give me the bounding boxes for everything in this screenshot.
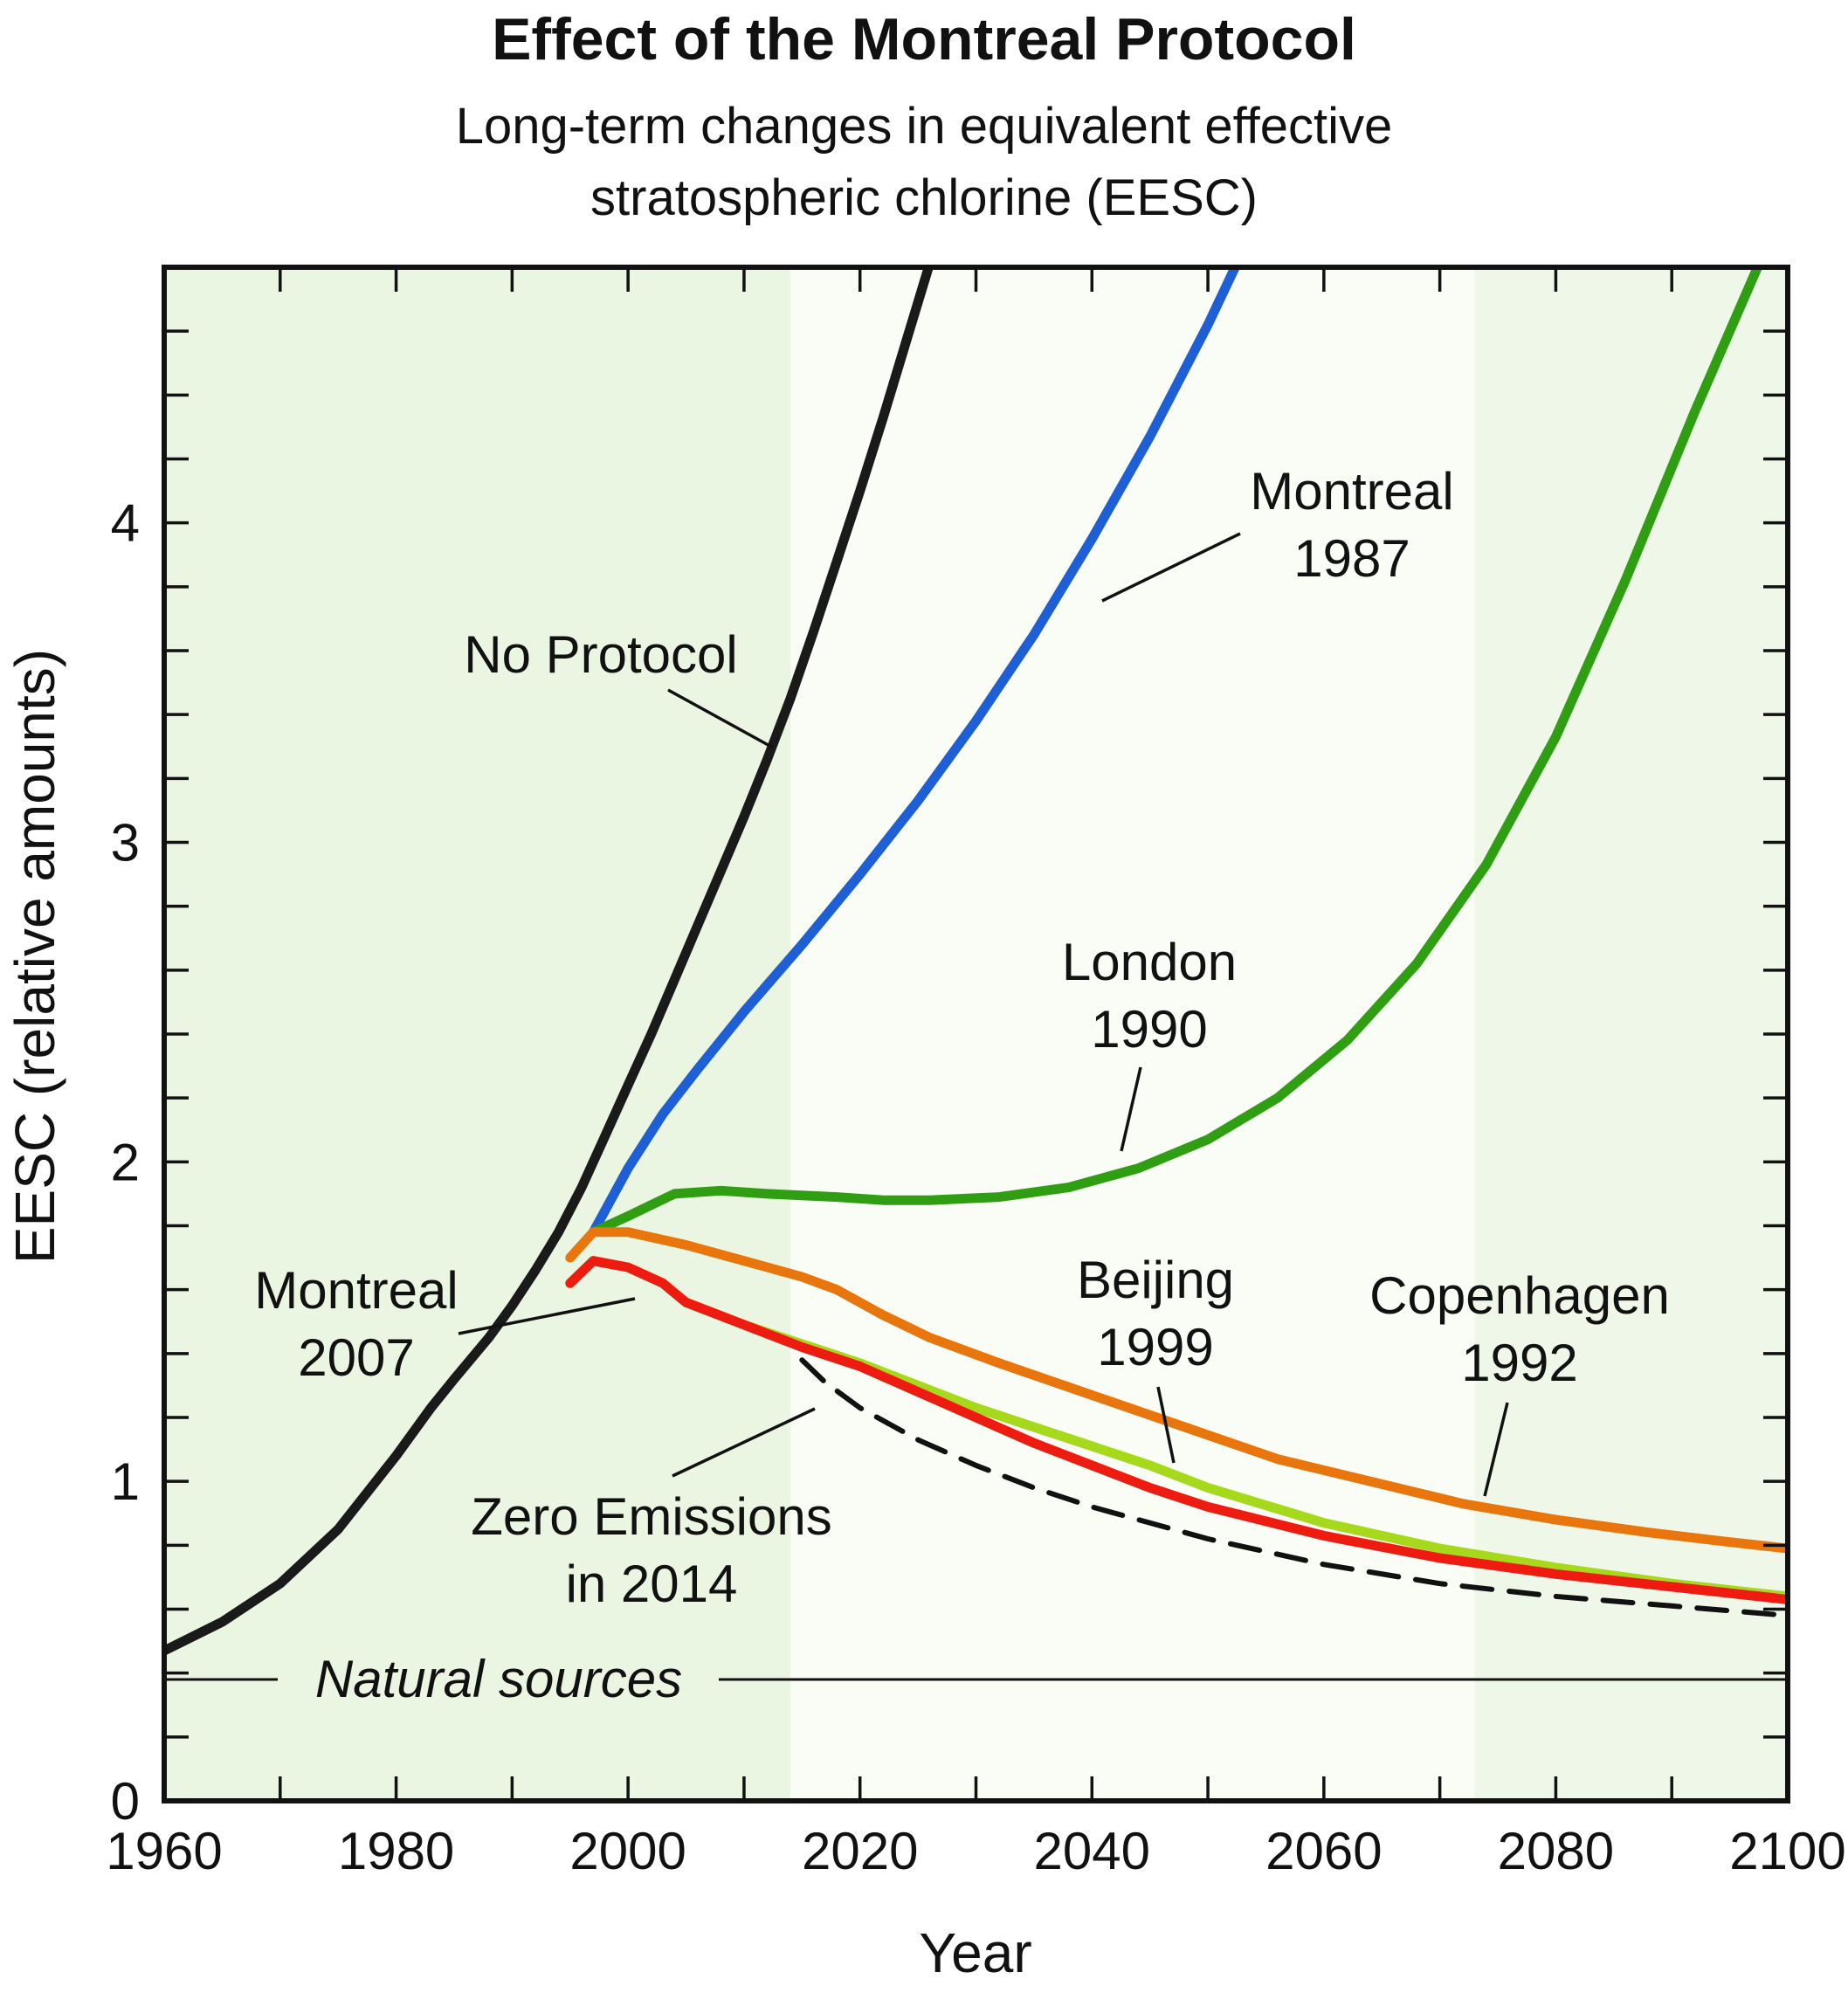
x-tick-label: 2000	[569, 1822, 686, 1880]
annotation-2-line-2: 1987	[1293, 529, 1410, 588]
annotation-7-line-1: Zero Emissions	[471, 1487, 831, 1546]
natural-sources-label: Natural sources	[315, 1650, 682, 1708]
annotation-2-line-1: Montreal	[1250, 462, 1453, 521]
annotation-1-line-1: No Protocol	[464, 625, 737, 684]
annotation-3-leader-line	[1120, 1066, 1142, 1152]
annotation-6-line-2: 1992	[1461, 1334, 1577, 1392]
annotation-5-leader-line	[1156, 1386, 1176, 1464]
annotation-3-line-1: London	[1062, 933, 1237, 991]
y-axis-title: EESC (relative amounts)	[3, 649, 66, 1264]
x-tick-label: 1980	[338, 1822, 454, 1880]
chart-subtitle-line-2: stratospheric chlorine (EESC)	[590, 169, 1258, 226]
x-tick-label: 2080	[1498, 1822, 1614, 1880]
x-tick-label: 2040	[1034, 1822, 1150, 1880]
y-tick-label: 4	[111, 494, 140, 553]
x-tick-label: 2060	[1265, 1822, 1382, 1880]
x-tick-label: 2100	[1729, 1822, 1845, 1880]
annotation-6-leader-line	[1483, 1402, 1509, 1497]
y-tick-label: 2	[111, 1133, 140, 1191]
annotation-7-leader-line	[672, 1407, 816, 1478]
series-london-1990	[588, 267, 1763, 1238]
annotation-4-leader-line	[458, 1297, 636, 1335]
series-copenhagen-1992	[565, 1227, 1788, 1554]
annotation-1-leader-line	[667, 688, 774, 749]
annotation-4-line-1: Montreal	[254, 1261, 458, 1320]
chart-title: Effect of the Montreal Protocol	[492, 6, 1356, 72]
y-tick-label: 0	[111, 1772, 140, 1831]
x-tick-label: 2020	[802, 1822, 918, 1880]
annotation-4-line-2: 2007	[298, 1328, 414, 1387]
series-montreal-1987	[588, 267, 1241, 1238]
y-tick-label: 1	[111, 1452, 140, 1511]
y-tick-label: 3	[111, 814, 140, 872]
series-zero-emissions-in-2014	[799, 1357, 1788, 1618]
x-tick-label: 1960	[106, 1822, 222, 1880]
annotation-7-line-2: in 2014	[566, 1555, 738, 1613]
historical-shaded-region	[164, 267, 791, 1801]
annotation-2-leader-line	[1101, 532, 1241, 603]
series-montreal-2007	[565, 1256, 1788, 1604]
annotation-3-line-2: 1990	[1091, 1000, 1207, 1059]
annotation-6-line-1: Copenhagen	[1369, 1266, 1670, 1325]
annotation-5-line-2: 1999	[1097, 1318, 1213, 1376]
chart-subtitle-line-1: Long-term changes in equivalent effectiv…	[455, 98, 1393, 155]
annotation-5-line-1: Beijing	[1077, 1251, 1234, 1309]
series-no-protocol	[164, 267, 934, 1656]
x-axis-title: Year	[919, 1921, 1031, 1984]
